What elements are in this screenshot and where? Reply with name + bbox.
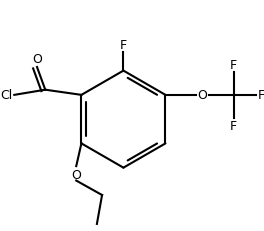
Text: O: O — [32, 53, 42, 66]
Text: Cl: Cl — [0, 89, 12, 102]
Text: F: F — [230, 59, 237, 72]
Text: O: O — [197, 89, 207, 102]
Text: F: F — [230, 119, 237, 132]
Text: F: F — [120, 39, 127, 52]
Text: F: F — [257, 89, 264, 102]
Text: O: O — [71, 168, 81, 181]
